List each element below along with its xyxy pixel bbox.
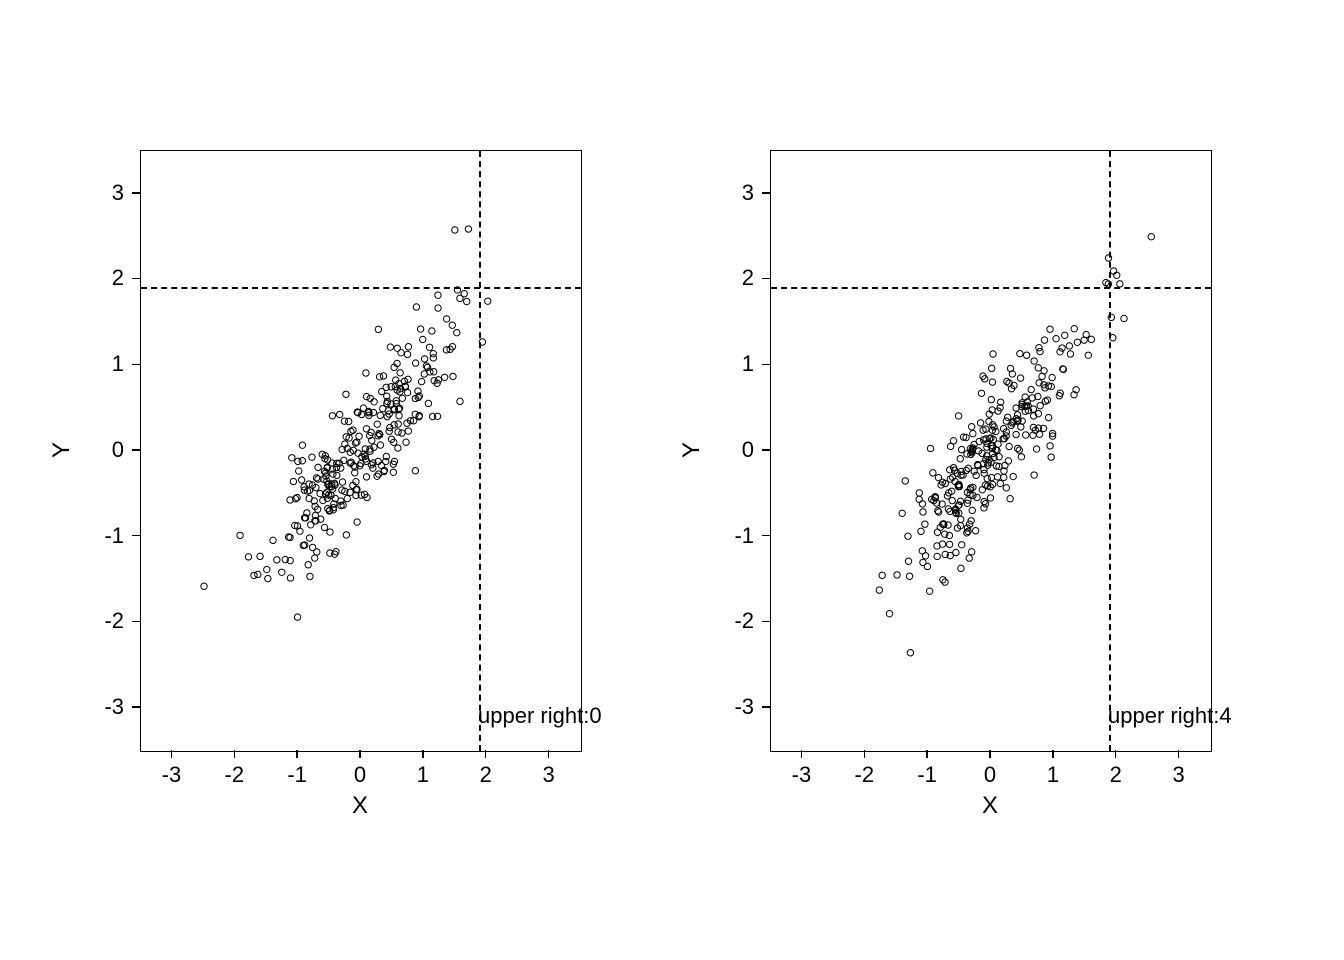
x-tick [926,750,928,758]
y-tick-label: 0 [714,437,754,463]
x-tick-label: 0 [970,762,1010,788]
x-tick-label: -2 [844,762,884,788]
y-tick-label: 1 [714,351,754,377]
plot-area: upper right:4 [770,150,1212,752]
scatter-panel-right: upper right:4-3-2-10123-3-2-10123XY [0,0,1344,960]
y-tick-label: 3 [714,180,754,206]
scatter-points [771,151,1211,751]
y-tick-label: 2 [714,265,754,291]
x-tick [801,750,803,758]
y-tick-label: -2 [714,608,754,634]
y-axis-title: Y [678,430,706,470]
x-tick-label: -3 [781,762,821,788]
x-tick-label: 2 [1096,762,1136,788]
x-tick-label: 1 [1033,762,1073,788]
y-tick [762,192,770,194]
y-tick [762,449,770,451]
panel-annotation: upper right:4 [952,703,1232,729]
x-tick [1052,750,1054,758]
y-tick [762,278,770,280]
y-tick [762,535,770,537]
x-axis-title: X [970,792,1010,820]
y-tick [762,621,770,623]
y-tick [762,364,770,366]
x-tick [1115,750,1117,758]
x-tick-label: 3 [1159,762,1199,788]
x-tick [989,750,991,758]
x-tick [1178,750,1180,758]
y-tick-label: -3 [714,694,754,720]
x-tick-label: -1 [907,762,947,788]
x-tick [864,750,866,758]
y-tick-label: -1 [714,523,754,549]
y-tick [762,706,770,708]
